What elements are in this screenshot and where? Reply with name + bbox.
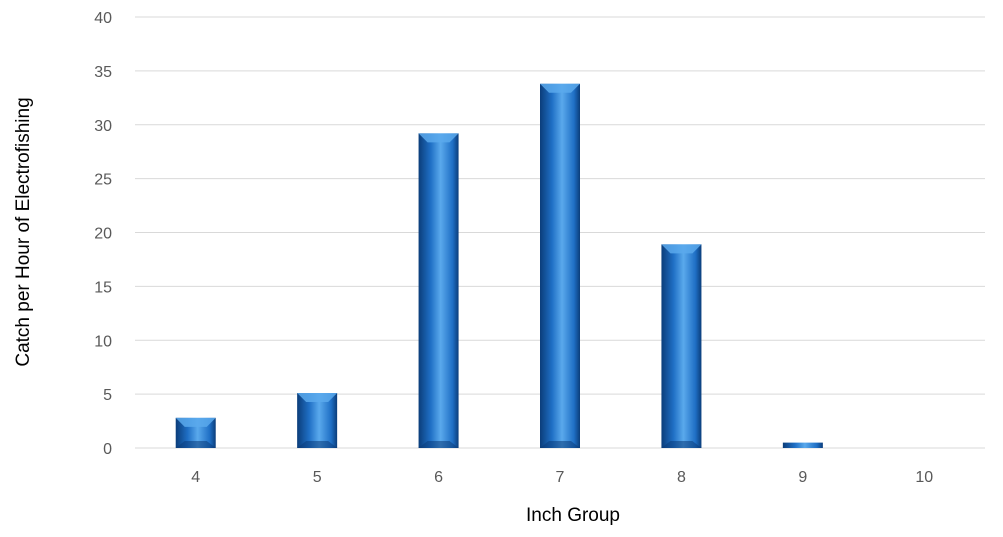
bars bbox=[175, 83, 823, 449]
y-tick-label: 25 bbox=[94, 172, 112, 189]
y-tick-label: 35 bbox=[94, 64, 112, 81]
y-axis-title: Catch per Hour of Electrofishing bbox=[13, 97, 34, 366]
x-tick-label: 4 bbox=[191, 469, 200, 486]
y-tick-label: 5 bbox=[103, 387, 112, 404]
bar-base bbox=[297, 441, 338, 448]
bar-5 bbox=[297, 393, 338, 448]
x-tick-label: 7 bbox=[556, 469, 565, 486]
bar-7 bbox=[540, 83, 580, 449]
y-tick-label: 30 bbox=[94, 118, 112, 135]
x-tick-label: 10 bbox=[915, 469, 933, 486]
x-tick-label: 8 bbox=[677, 469, 686, 486]
bar-bevel bbox=[418, 133, 459, 143]
x-axis-title: Inch Group bbox=[526, 505, 620, 526]
x-tick-label: 6 bbox=[434, 469, 443, 486]
bar bbox=[297, 393, 338, 448]
bar bbox=[782, 442, 823, 448]
y-tick-label: 40 bbox=[94, 10, 112, 27]
x-tick-label: 9 bbox=[798, 469, 807, 486]
bar-bevel bbox=[540, 83, 580, 93]
y-axis-ticks: 0 5 10 15 20 25 30 35 40 bbox=[94, 10, 112, 458]
y-tick-label: 20 bbox=[94, 226, 112, 243]
bar-bevel bbox=[661, 244, 702, 254]
bar-9 bbox=[782, 442, 823, 448]
y-tick-label: 0 bbox=[103, 441, 112, 458]
bar bbox=[540, 83, 580, 449]
bar-4 bbox=[175, 417, 216, 448]
bar-base bbox=[175, 441, 216, 448]
bar-bevel bbox=[175, 417, 216, 427]
y-tick-label: 10 bbox=[94, 333, 112, 350]
bar-bevel bbox=[297, 393, 338, 403]
bar-base bbox=[661, 441, 702, 448]
bar-base bbox=[540, 441, 580, 448]
bar bbox=[661, 244, 702, 448]
bar-base bbox=[418, 441, 459, 448]
bar-8 bbox=[661, 244, 702, 448]
x-tick-label: 5 bbox=[313, 469, 322, 486]
bar bbox=[418, 133, 459, 448]
y-tick-label: 15 bbox=[94, 279, 112, 296]
x-axis-ticks: 4 5 6 7 8 9 10 bbox=[191, 469, 933, 486]
bar-6 bbox=[418, 133, 459, 448]
